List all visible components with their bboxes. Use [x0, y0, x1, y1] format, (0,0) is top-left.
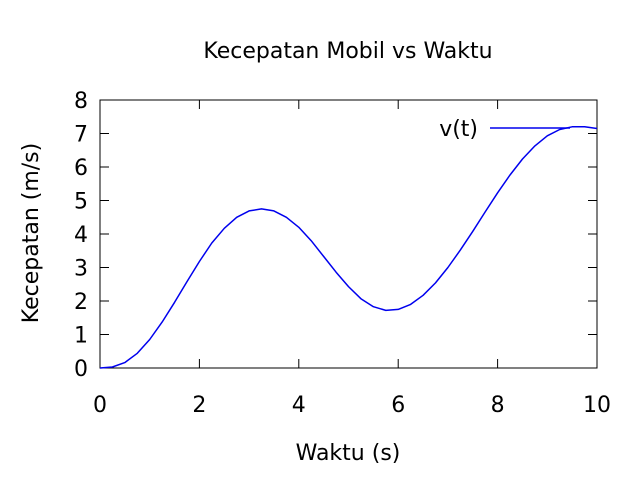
x-tick-label: 8 — [491, 393, 505, 418]
y-tick-label: 4 — [74, 223, 88, 248]
y-tick-label: 7 — [74, 123, 88, 148]
y-tick-label: 3 — [74, 257, 88, 282]
y-tick-label: 6 — [74, 156, 88, 181]
chart-title: Kecepatan Mobil vs Waktu — [203, 39, 492, 64]
series-line-0 — [99, 126, 598, 369]
x-tick-label: 10 — [583, 393, 611, 418]
plot-frame — [99, 99, 598, 369]
legend-label: v(t) — [439, 117, 478, 142]
plot-area: 0 2 4 6 8 10 0 1 2 3 4 5 6 7 8 v(t) — [74, 89, 611, 418]
y-tick-label: 0 — [74, 357, 88, 382]
x-tick-label: 6 — [391, 393, 405, 418]
x-axis-label: Waktu (s) — [296, 441, 401, 466]
y-axis-label: Kecepatan (m/s) — [19, 143, 44, 323]
y-tick-label: 1 — [74, 324, 88, 349]
x-tick-label: 0 — [93, 393, 107, 418]
y-tick-label: 5 — [74, 190, 88, 215]
x-tick-label: 4 — [292, 393, 306, 418]
y-tick-label: 8 — [74, 89, 88, 114]
y-tick-label: 2 — [74, 290, 88, 315]
x-tick-label: 2 — [192, 393, 206, 418]
